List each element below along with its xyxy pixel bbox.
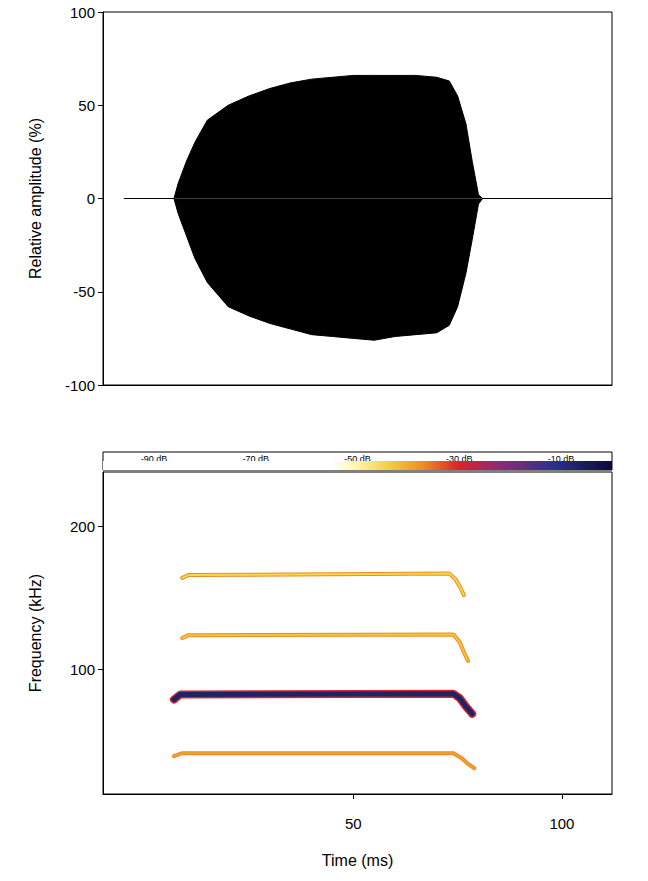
svg-text:Time (ms): Time (ms) — [322, 852, 393, 869]
svg-text:50: 50 — [78, 97, 95, 114]
svg-text:-70,dB: -70,dB — [242, 453, 269, 464]
svg-text:50: 50 — [345, 815, 362, 832]
svg-text:-90,dB: -90,dB — [140, 453, 168, 464]
svg-text:-30,dB: -30,dB — [446, 453, 473, 464]
svg-text:-100: -100 — [65, 377, 95, 394]
svg-text:100: 100 — [70, 4, 95, 21]
svg-text:-10,dB: -10,dB — [547, 453, 575, 464]
svg-text:200: 200 — [70, 518, 95, 535]
svg-text:100: 100 — [549, 815, 574, 832]
svg-text:-50: -50 — [73, 283, 95, 300]
svg-text:0: 0 — [87, 190, 95, 207]
svg-text:Relative amplitude (%): Relative amplitude (%) — [27, 118, 44, 279]
svg-text:Frequency (kHz): Frequency (kHz) — [27, 574, 44, 692]
svg-text:100: 100 — [70, 661, 95, 678]
svg-text:-50,dB: -50,dB — [344, 453, 371, 464]
